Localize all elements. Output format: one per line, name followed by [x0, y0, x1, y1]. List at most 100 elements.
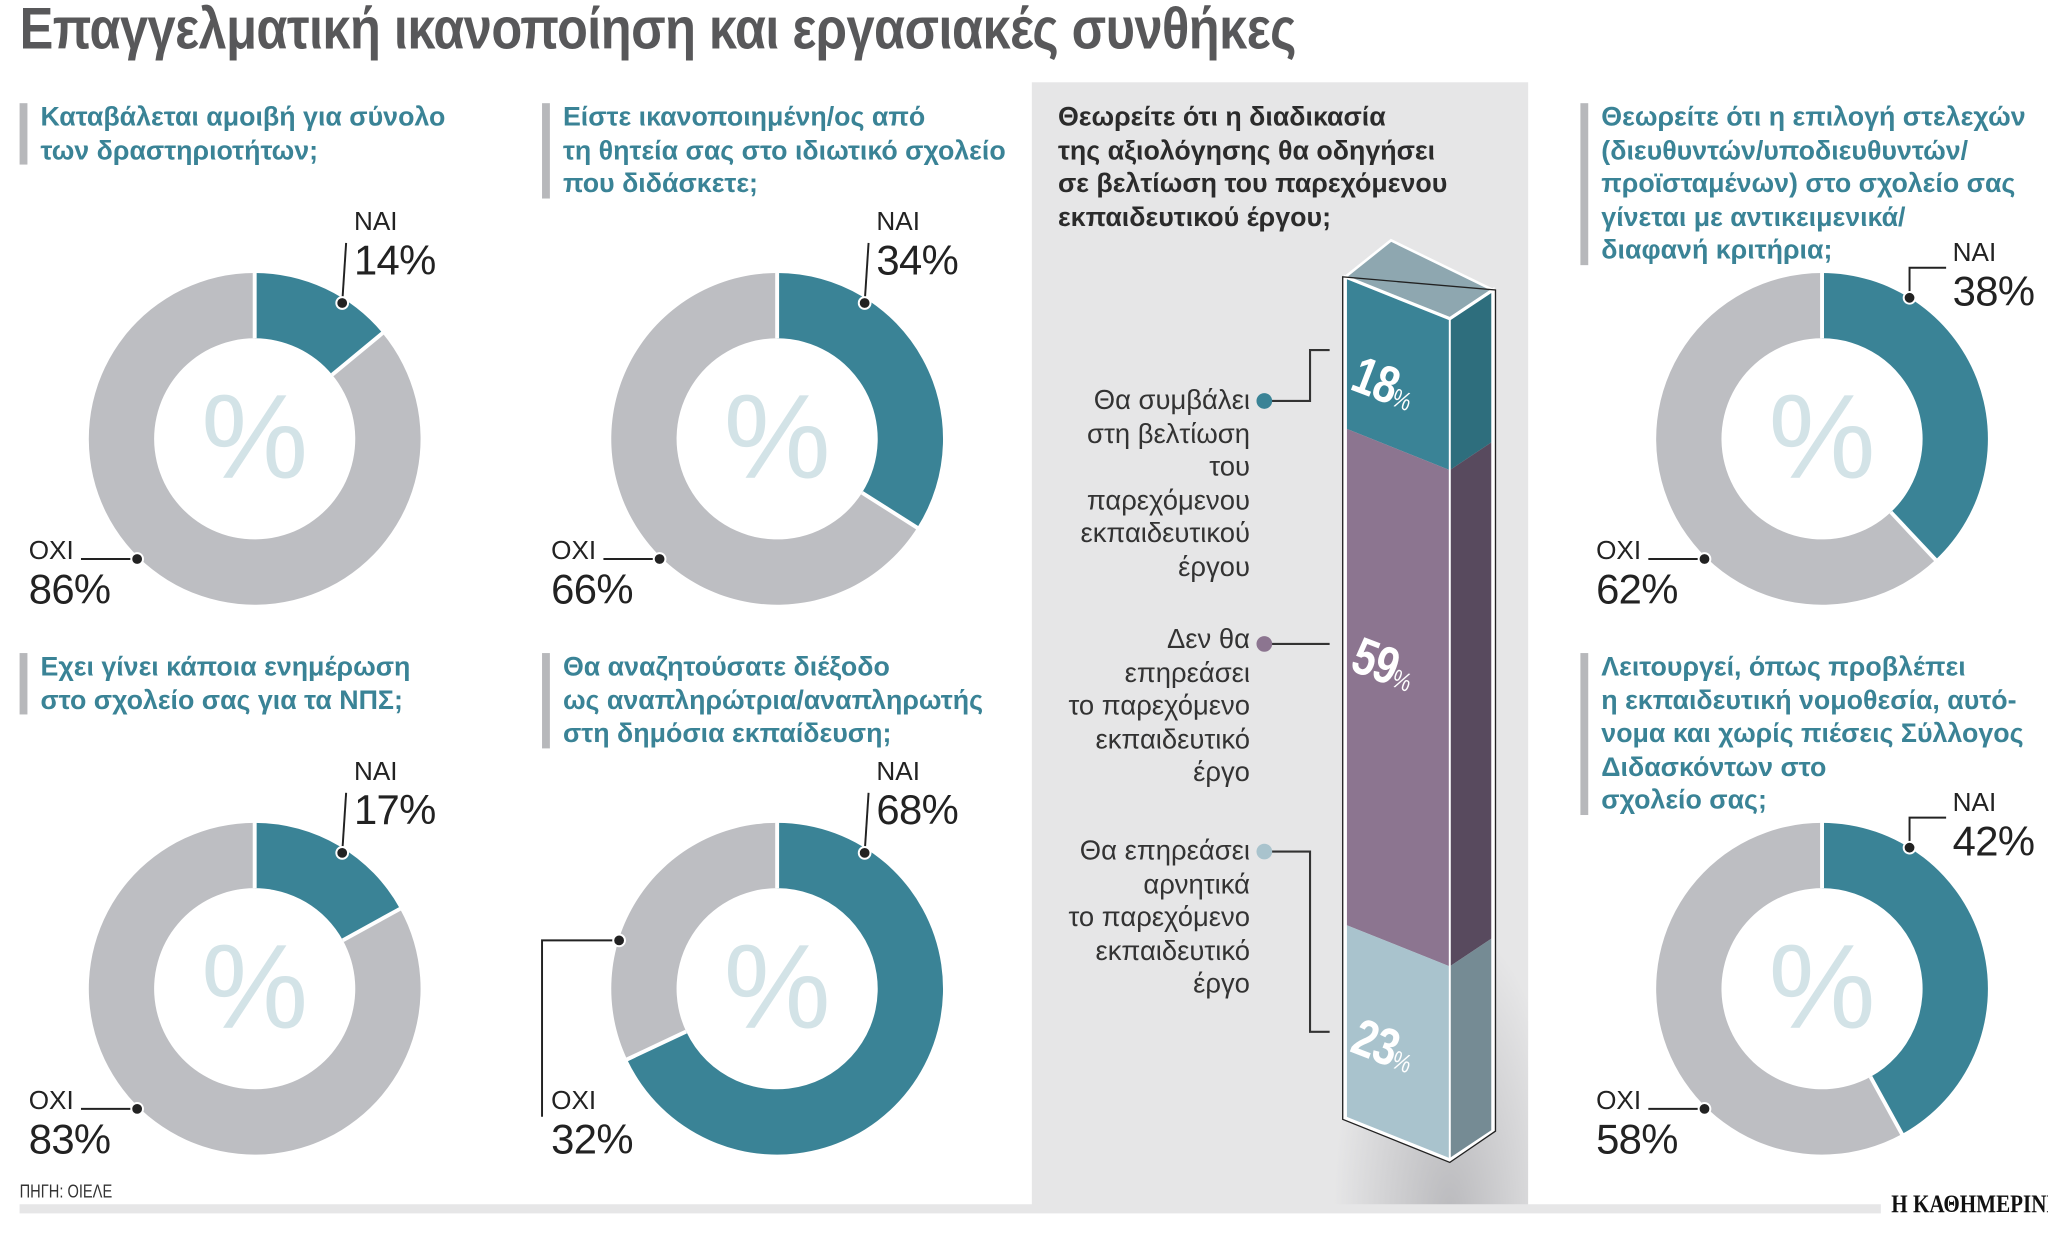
yes-value: 38%: [1952, 267, 2035, 315]
yes-value: 42%: [1952, 817, 2035, 865]
leader-dot-yes: [857, 296, 872, 310]
slice-separator: [330, 330, 385, 377]
question-text: Θα αναζητούσατε διέξοδο ως αναπληρώτρια/…: [542, 650, 983, 750]
bar-edge: [1342, 276, 1497, 1164]
donut-slice-yes: [254, 272, 383, 375]
no-value: 58%: [1596, 1115, 1678, 1163]
bar-leader-line: [1264, 850, 1330, 1033]
no-value: 62%: [1596, 565, 1678, 613]
no-label: ΟΧΙ 86%: [29, 538, 111, 610]
yes-label: ΝΑΙ 34%: [876, 209, 958, 281]
bar-side-improve: [1449, 289, 1493, 471]
donut-slice-no: [611, 822, 778, 1060]
donut-slice-no: [611, 272, 918, 605]
bar-segment-negative: [1345, 924, 1450, 1160]
brand-logo: Η ΚΑΘΗΜΕΡΙΝΗ: [1891, 1191, 2048, 1219]
yes-category: ΝΑΙ: [1952, 239, 1997, 268]
no-value: 66%: [551, 565, 633, 613]
leader-dot-no: [130, 552, 144, 566]
percent-watermark: %: [724, 370, 831, 504]
bar-segment-improve: [1345, 276, 1450, 471]
slice-separator: [1868, 1075, 1905, 1137]
leader-dot-yes: [335, 846, 350, 860]
slice-separator: [1889, 510, 1938, 563]
no-label: ΟΧΙ 66%: [551, 538, 633, 610]
bar-segment-neutral: [1345, 428, 1450, 967]
donut-slice-no: [1656, 822, 1902, 1155]
no-category: ΟΧΙ: [28, 536, 74, 566]
percent-watermark: %: [201, 920, 308, 1054]
leader-dot-no: [130, 1102, 144, 1116]
bar-legend-dot-neutral: [1256, 636, 1273, 652]
no-value: 83%: [28, 1115, 111, 1163]
yes-label: ΝΑΙ 17%: [354, 759, 436, 831]
donut-slice-no: [88, 822, 421, 1155]
question-text: Θεωρείτε ότι η επιλογή στελεχών (διευθυν…: [1580, 101, 2026, 268]
yes-category: ΝΑΙ: [1952, 788, 1997, 818]
donut-slice-no: [1656, 272, 1936, 605]
yes-label: ΝΑΙ 68%: [876, 759, 958, 831]
slice-separator: [625, 1029, 687, 1062]
donut-slice-yes: [1822, 822, 1988, 1135]
no-category: ΟΧΙ: [1596, 536, 1642, 566]
yes-category: ΝΑΙ: [353, 207, 398, 237]
no-label: ΟΧΙ 83%: [29, 1088, 111, 1160]
yes-category: ΝΑΙ: [353, 757, 398, 787]
bar-category-label: Θα επηρεάσει αρνητικά το παρεχόμενο εκπα…: [1068, 835, 1250, 1000]
yes-value: 34%: [876, 236, 959, 284]
percent-watermark: %: [1769, 370, 1876, 504]
donut-slice-yes: [1822, 272, 1988, 560]
question-text: Είστε ικανοποιημένη/ος από τη θητεία σας…: [542, 101, 1006, 201]
yes-label: ΝΑΙ 14%: [354, 209, 436, 281]
question-text: Εχει γίνει κάποια ενημέρωση στο σχολείο …: [19, 650, 411, 717]
slice-separator: [341, 906, 403, 942]
bar-category-label: Θα συμβάλει στη βελτίωση του παρεχόμενου…: [1080, 385, 1250, 583]
leader-line-no: [541, 939, 620, 1117]
no-category: ΟΧΙ: [1596, 1086, 1642, 1116]
bar-question-text: Θεωρείτε ότι η διαδικασία της αξιολόγηση…: [1057, 101, 1448, 232]
source-note: ΠΗΓΗ: ΟΙΕΛΕ: [19, 1180, 113, 1202]
percent-watermark: %: [201, 370, 308, 504]
footer-rule: [19, 1204, 1881, 1214]
donut-slice-yes: [627, 822, 944, 1155]
slice-separator: [861, 491, 920, 531]
leader-dot-no: [1697, 1102, 1712, 1116]
no-label: ΟΧΙ 58%: [1596, 1088, 1678, 1160]
yes-label: ΝΑΙ 38%: [1953, 240, 2035, 312]
percent-watermark: %: [724, 920, 831, 1054]
leader-dot-no: [1697, 552, 1712, 566]
bar-leader-line: [1264, 348, 1330, 403]
donut-slice-no: [88, 272, 421, 605]
donut-slice-yes: [777, 272, 944, 528]
leader-dot-yes: [335, 296, 350, 310]
leader-dot-yes: [1902, 290, 1917, 305]
question-text: Λειτουργεί, όπως προβλέπει η εκπαιδευτικ…: [1580, 650, 2024, 817]
bar-legend-dot-negative: [1256, 843, 1273, 860]
bar-category-label: Δεν θα επηρεάσει το παρεχόμενο εκπαιδευτ…: [1068, 624, 1250, 789]
no-value: 86%: [28, 565, 111, 613]
percent-watermark: %: [1769, 920, 1876, 1054]
no-category: ΟΧΙ: [28, 1086, 74, 1116]
leader-line-yes: [341, 792, 348, 853]
leader-line-yes: [863, 242, 870, 304]
leader-line-yes: [1908, 816, 1947, 848]
yes-value: 17%: [353, 786, 436, 834]
leader-line-yes: [341, 242, 348, 304]
leader-dot-yes: [1902, 840, 1917, 855]
no-label: ΟΧΙ 32%: [551, 1088, 633, 1160]
no-value: 32%: [551, 1115, 633, 1163]
no-category: ΟΧΙ: [551, 536, 597, 566]
bar-legend-dot-improve: [1256, 393, 1273, 409]
leader-dot-no: [652, 552, 667, 566]
bar-side-neutral: [1449, 441, 1493, 967]
question-text: Καταβάλεται αμοιβή για σύνολο των δραστη…: [19, 101, 446, 168]
yes-category: ΝΑΙ: [876, 757, 920, 787]
yes-value: 68%: [876, 786, 959, 834]
yes-label: ΝΑΙ 42%: [1953, 790, 2035, 862]
leader-dot-no: [612, 933, 626, 948]
yes-category: ΝΑΙ: [876, 207, 920, 237]
bar-side-negative: [1449, 937, 1493, 1160]
no-label: ΟΧΙ 62%: [1596, 538, 1678, 610]
